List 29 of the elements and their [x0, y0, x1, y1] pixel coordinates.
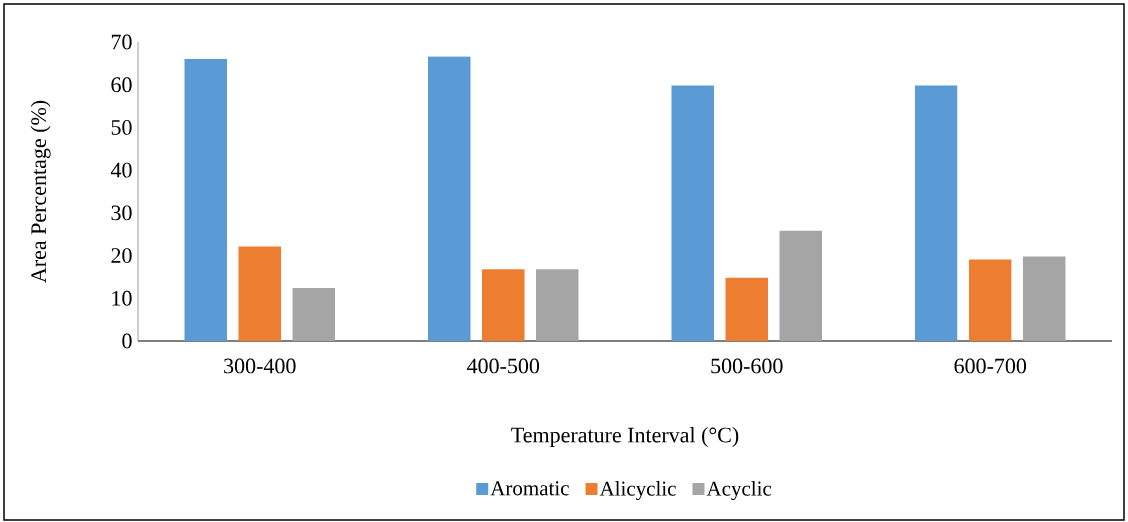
y-axis-title: Area Percentage (%)	[30, 100, 51, 283]
x-tick-label: 600-700	[954, 358, 1027, 374]
y-tick-label: 60	[111, 77, 132, 93]
y-tick-label: 30	[111, 205, 132, 221]
bar	[428, 56, 471, 341]
y-tick-label: 10	[112, 290, 132, 306]
legend-label: Alicyclic	[599, 480, 676, 501]
y-tick-label: 20	[111, 248, 132, 263]
bar	[536, 269, 579, 341]
x-tick-label: 500-600	[711, 358, 783, 374]
bar	[292, 288, 336, 341]
bar	[482, 269, 525, 341]
y-tick-label: 40	[110, 162, 132, 178]
legend-label: Aromatic	[490, 481, 569, 496]
bar	[969, 259, 1012, 341]
bar	[725, 277, 768, 341]
bar	[671, 85, 714, 341]
bar	[1022, 256, 1066, 341]
x-tick-label: 400-500	[467, 358, 540, 374]
bar	[238, 246, 282, 341]
x-tick-label: 300-400	[224, 358, 296, 374]
bar	[184, 59, 228, 341]
y-tick-label: 50	[111, 120, 132, 135]
bar	[915, 85, 958, 341]
x-axis-title: Temperature Interval (°C)	[511, 427, 739, 447]
y-tick-label: 70	[111, 34, 132, 50]
bar	[779, 230, 822, 341]
legend-label: Acyclic	[706, 480, 772, 501]
y-tick-label: 0	[122, 333, 132, 349]
